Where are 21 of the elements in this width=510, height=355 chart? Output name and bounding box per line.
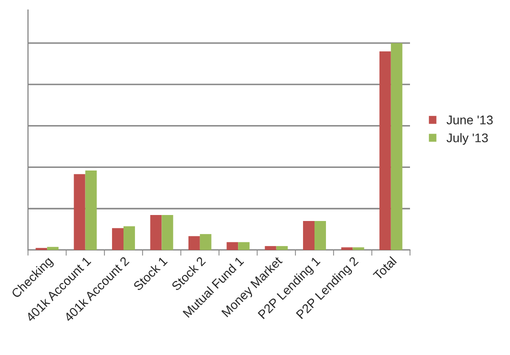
bar: [200, 234, 212, 250]
legend-label: June '13: [446, 116, 493, 124]
bar: [112, 228, 124, 250]
bar: [379, 51, 391, 250]
bar: [188, 236, 200, 250]
bar: [390, 43, 402, 250]
bar: [150, 215, 162, 250]
bar: [124, 226, 135, 250]
bar: [226, 242, 238, 250]
bar: [303, 221, 314, 250]
bar: [74, 174, 86, 250]
bar: [238, 242, 250, 250]
bar: [47, 246, 59, 250]
bar: [314, 221, 326, 250]
bar: [162, 215, 174, 250]
bar: [341, 247, 353, 250]
bar: [85, 170, 97, 250]
legend-label: July '13: [446, 133, 488, 145]
bar: [276, 246, 288, 250]
bar: [352, 247, 364, 250]
bar: [264, 246, 276, 250]
